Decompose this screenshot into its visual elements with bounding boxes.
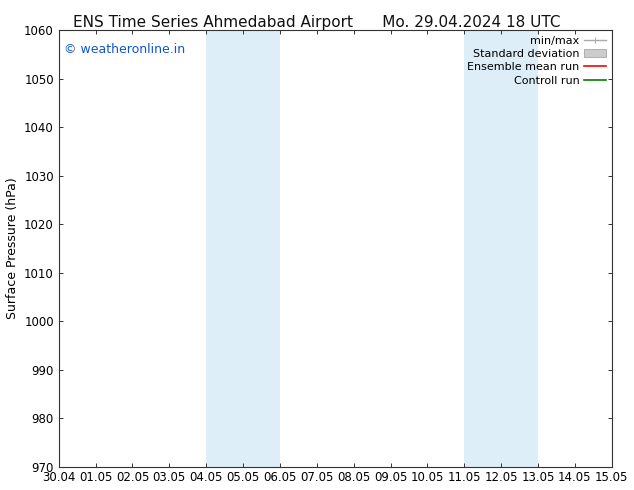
Legend: min/max, Standard deviation, Ensemble mean run, Controll run: min/max, Standard deviation, Ensemble me… [467,36,606,86]
Bar [464,30,538,466]
Text: © weatheronline.in: © weatheronline.in [64,43,185,56]
Y-axis label: Surface Pressure (hPa): Surface Pressure (hPa) [6,177,18,319]
Bar [206,30,280,466]
Text: ENS Time Series Ahmedabad Airport      Mo. 29.04.2024 18 UTC: ENS Time Series Ahmedabad Airport Mo. 29… [74,15,560,30]
